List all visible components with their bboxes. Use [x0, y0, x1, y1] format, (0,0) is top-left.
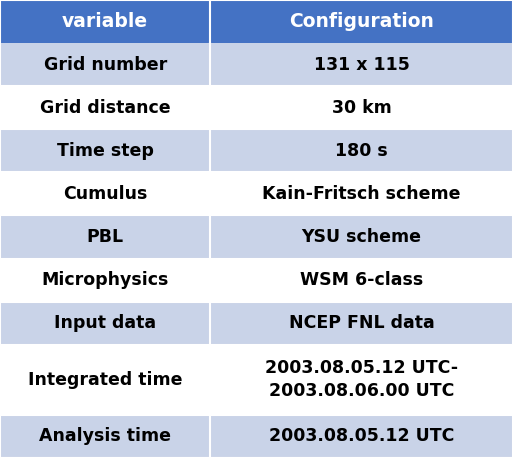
Text: NCEP FNL data: NCEP FNL data — [289, 314, 435, 332]
Bar — [210, 415, 513, 458]
Bar — [210, 43, 513, 86]
Text: PBL: PBL — [87, 228, 124, 246]
Text: Microphysics: Microphysics — [42, 271, 169, 289]
Text: WSM 6-class: WSM 6-class — [300, 271, 423, 289]
Bar — [0, 129, 210, 172]
Bar — [210, 172, 513, 215]
Bar — [210, 258, 513, 301]
Bar — [0, 345, 210, 415]
Bar — [0, 215, 210, 258]
Text: Integrated time: Integrated time — [28, 371, 183, 389]
Bar — [0, 43, 210, 86]
Text: Time step: Time step — [57, 142, 153, 160]
Text: 131 x 115: 131 x 115 — [314, 55, 409, 74]
Bar — [210, 129, 513, 172]
Text: Kain-Fritsch scheme: Kain-Fritsch scheme — [263, 185, 461, 203]
Bar — [0, 86, 210, 129]
Text: 180 s: 180 s — [336, 142, 388, 160]
Bar — [210, 215, 513, 258]
Text: Input data: Input data — [54, 314, 156, 332]
Text: 30 km: 30 km — [332, 99, 391, 117]
Bar — [0, 172, 210, 215]
Text: YSU scheme: YSU scheme — [302, 228, 422, 246]
Bar — [0, 0, 210, 43]
Text: Cumulus: Cumulus — [63, 185, 147, 203]
Text: variable: variable — [62, 12, 148, 31]
Text: Grid number: Grid number — [44, 55, 167, 74]
Text: Grid distance: Grid distance — [40, 99, 170, 117]
Bar — [0, 301, 210, 345]
Bar — [210, 86, 513, 129]
Text: Analysis time: Analysis time — [39, 427, 171, 446]
Bar — [210, 301, 513, 345]
Bar — [0, 258, 210, 301]
Text: 2003.08.05.12 UTC-
2003.08.06.00 UTC: 2003.08.05.12 UTC- 2003.08.06.00 UTC — [265, 360, 458, 400]
Bar — [0, 415, 210, 458]
Bar — [210, 0, 513, 43]
Bar — [210, 345, 513, 415]
Text: 2003.08.05.12 UTC: 2003.08.05.12 UTC — [269, 427, 455, 446]
Text: Configuration: Configuration — [289, 12, 434, 31]
